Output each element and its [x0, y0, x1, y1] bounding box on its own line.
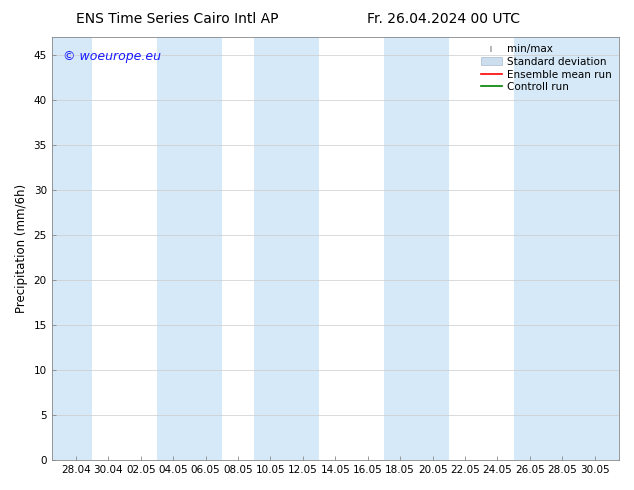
- Bar: [254, 37, 287, 460]
- Bar: [417, 37, 449, 460]
- Bar: [514, 37, 546, 460]
- Y-axis label: Precipitation (mm/6h): Precipitation (mm/6h): [15, 184, 28, 313]
- Text: ENS Time Series Cairo Intl AP: ENS Time Series Cairo Intl AP: [76, 12, 279, 26]
- Bar: [190, 37, 222, 460]
- Bar: [384, 37, 417, 460]
- Bar: [287, 37, 319, 460]
- Bar: [546, 37, 578, 460]
- Bar: [578, 37, 619, 460]
- Text: Fr. 26.04.2024 00 UTC: Fr. 26.04.2024 00 UTC: [367, 12, 521, 26]
- Legend: min/max, Standard deviation, Ensemble mean run, Controll run: min/max, Standard deviation, Ensemble me…: [479, 42, 614, 94]
- Bar: [157, 37, 190, 460]
- Bar: [51, 37, 92, 460]
- Text: © woeurope.eu: © woeurope.eu: [63, 50, 161, 63]
